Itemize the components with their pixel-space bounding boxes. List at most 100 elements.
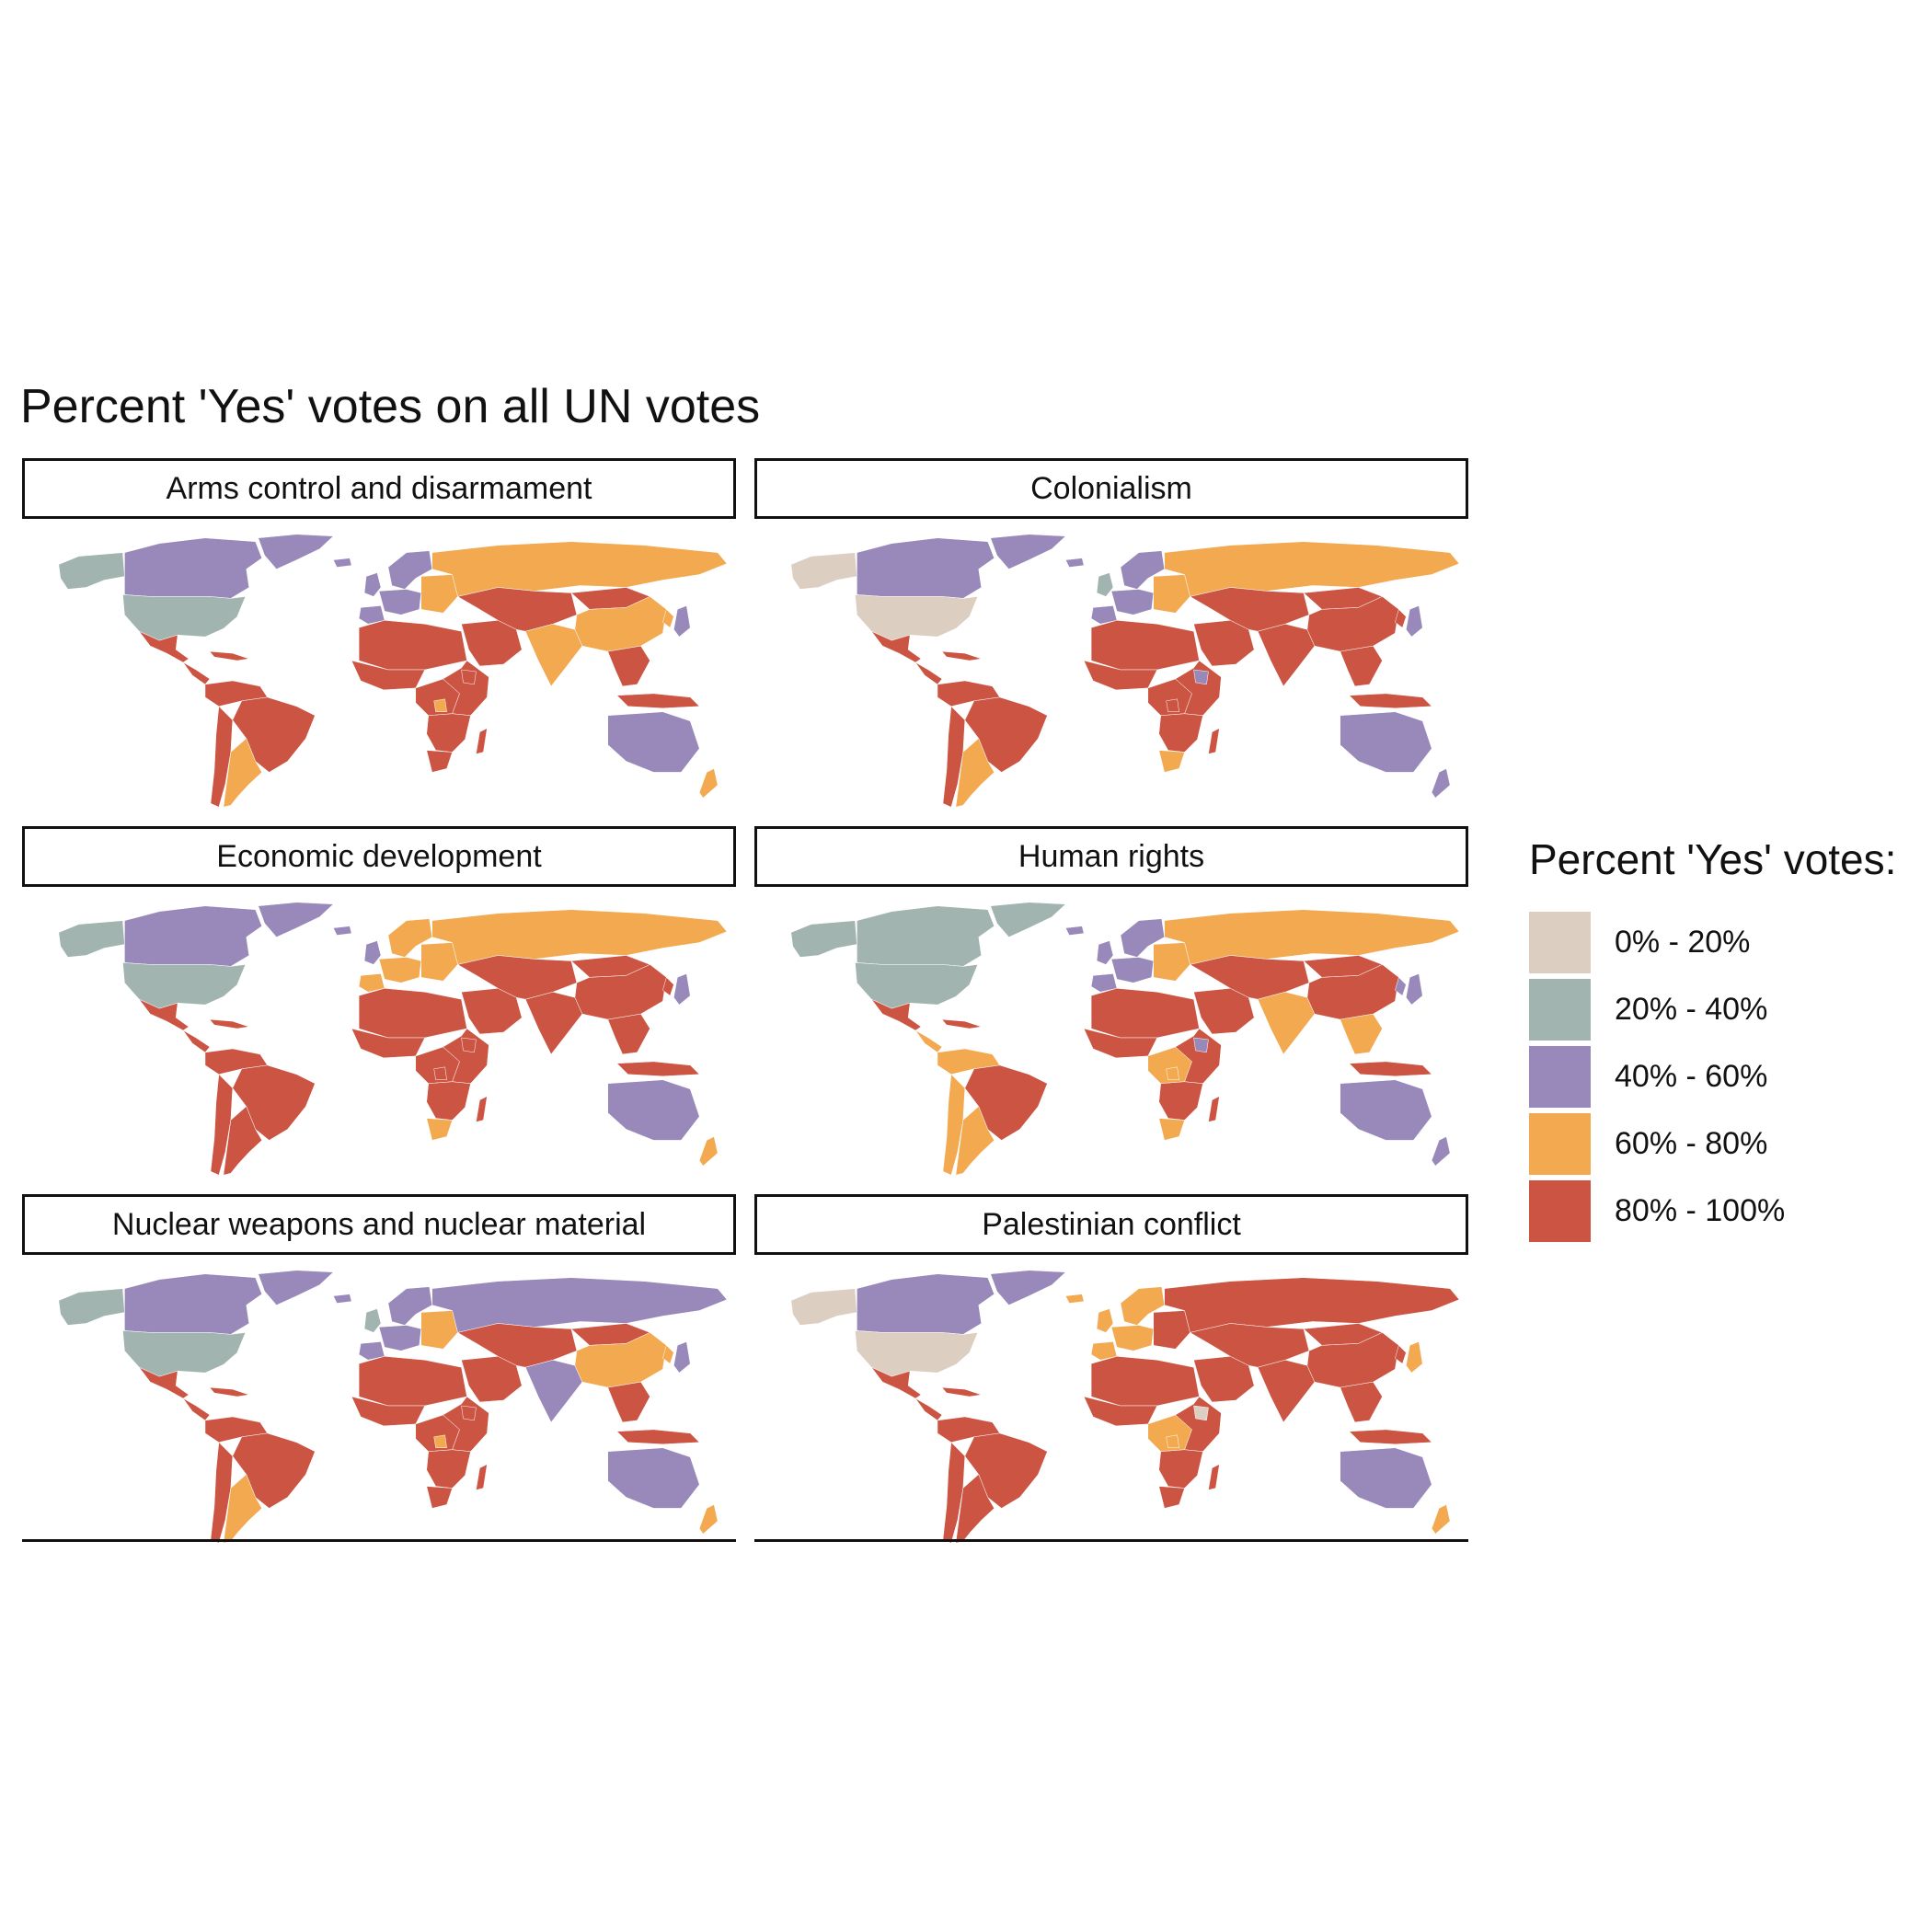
region-south-africa: [426, 1118, 453, 1141]
facet-strip-label: Colonialism: [754, 458, 1468, 519]
region-mexico: [871, 1366, 922, 1399]
region-alaska: [790, 1288, 857, 1326]
region-alaska: [58, 920, 125, 958]
region-north-africa: [1090, 1356, 1200, 1407]
region-congo-spot: [433, 698, 447, 713]
region-china: [1306, 596, 1399, 652]
region-india: [1257, 1359, 1316, 1423]
region-chile: [210, 1074, 234, 1176]
region-china: [1306, 1332, 1399, 1388]
region-japan: [1406, 1341, 1423, 1374]
region-central-america: [914, 1029, 943, 1053]
region-southeast-asia: [1340, 1013, 1383, 1055]
region-chile: [942, 1074, 966, 1176]
legend-item: 0% - 20%: [1529, 909, 1896, 976]
region-north-africa: [358, 620, 467, 671]
region-indonesia: [1349, 693, 1432, 709]
region-caribbean: [941, 650, 982, 661]
legend: Percent 'Yes' votes: 0% - 20% 20% - 40% 40…: [1529, 835, 1896, 1245]
facet-strip-label: Palestinian conflict: [754, 1194, 1468, 1255]
region-ethiopia-spot: [1193, 1405, 1209, 1421]
region-ethiopia-spot: [461, 1037, 477, 1053]
region-iceland: [1064, 1294, 1085, 1304]
region-east-europe: [420, 942, 458, 982]
region-caribbean: [941, 1386, 982, 1397]
region-australia: [607, 1447, 700, 1509]
region-indonesia: [1349, 1429, 1432, 1445]
region-russia: [431, 909, 728, 965]
region-korea: [662, 608, 674, 628]
region-madagascar: [476, 1464, 488, 1490]
region-brazil: [232, 696, 316, 773]
region-argentina: [223, 738, 262, 808]
region-southeast-asia: [1340, 645, 1383, 687]
region-india: [524, 991, 583, 1055]
region-canada: [857, 905, 995, 967]
region-mexico: [871, 630, 922, 663]
legend-item: 60% - 80%: [1529, 1110, 1896, 1178]
region-congo-spot: [1166, 698, 1179, 713]
panel-bottom-rule: [754, 1539, 1468, 1542]
facet-strip-label: Arms control and disarmament: [22, 458, 736, 519]
region-indonesia: [1349, 1061, 1432, 1077]
region-central-america: [914, 1397, 943, 1421]
region-south-africa: [1158, 1118, 1185, 1141]
legend-item: 20% - 40%: [1529, 976, 1896, 1043]
region-brazil: [964, 696, 1048, 773]
region-canada: [124, 905, 262, 967]
region-scandinavia: [1120, 918, 1165, 958]
region-southern-africa: [426, 713, 471, 753]
region-mexico: [139, 998, 190, 1031]
world-map: [58, 1270, 728, 1544]
region-russia: [431, 1277, 728, 1333]
legend-label: 80% - 100%: [1615, 1193, 1786, 1228]
legend-label: 60% - 80%: [1615, 1126, 1768, 1161]
region-korea: [1395, 1344, 1407, 1364]
region-southern-africa: [1158, 713, 1203, 753]
region-china: [574, 964, 667, 1020]
region-north-africa: [1090, 988, 1200, 1039]
region-indonesia: [616, 693, 700, 709]
legend-item: 40% - 60%: [1529, 1043, 1896, 1110]
facet-strip-label: Economic development: [22, 826, 736, 887]
region-alaska: [58, 552, 125, 590]
region-congo-spot: [433, 1066, 447, 1081]
legend-title: Percent 'Yes' votes:: [1529, 835, 1897, 883]
region-west-europe: [378, 1325, 422, 1351]
region-ethiopia-spot: [461, 1405, 477, 1421]
region-madagascar: [1208, 1464, 1220, 1490]
region-korea: [1395, 608, 1407, 628]
region-china: [1306, 964, 1399, 1020]
region-australia: [607, 1079, 700, 1141]
region-west-europe: [378, 957, 422, 983]
region-uk: [1096, 572, 1114, 597]
region-japan: [1406, 973, 1423, 1006]
region-iberia: [358, 605, 385, 625]
region-madagascar: [1208, 1096, 1220, 1122]
region-canada: [857, 1273, 995, 1335]
region-russia: [1164, 541, 1460, 597]
region-india: [1257, 991, 1316, 1055]
region-new-zealand: [1431, 1136, 1451, 1167]
region-australia: [1340, 711, 1432, 773]
region-india: [1257, 623, 1316, 687]
region-southeast-asia: [607, 1013, 650, 1055]
region-central-america: [914, 661, 943, 685]
region-new-zealand: [698, 1504, 719, 1535]
region-russia: [1164, 909, 1460, 965]
facet-strip-label: Human rights: [754, 826, 1468, 887]
legend-swatch: [1529, 1180, 1591, 1242]
region-madagascar: [1208, 728, 1220, 754]
region-west-europe: [378, 589, 422, 615]
region-central-america: [182, 661, 211, 685]
region-new-zealand: [1431, 768, 1451, 799]
region-southeast-asia: [607, 645, 650, 687]
region-korea: [1395, 976, 1407, 996]
page-title: Percent 'Yes' votes on all UN votes: [20, 380, 761, 433]
region-central-america: [182, 1029, 211, 1053]
region-west-europe: [1110, 1325, 1155, 1351]
region-south-africa: [1158, 1486, 1185, 1509]
region-brazil: [964, 1064, 1048, 1141]
region-east-europe: [1153, 574, 1190, 614]
region-iberia: [1090, 605, 1118, 625]
